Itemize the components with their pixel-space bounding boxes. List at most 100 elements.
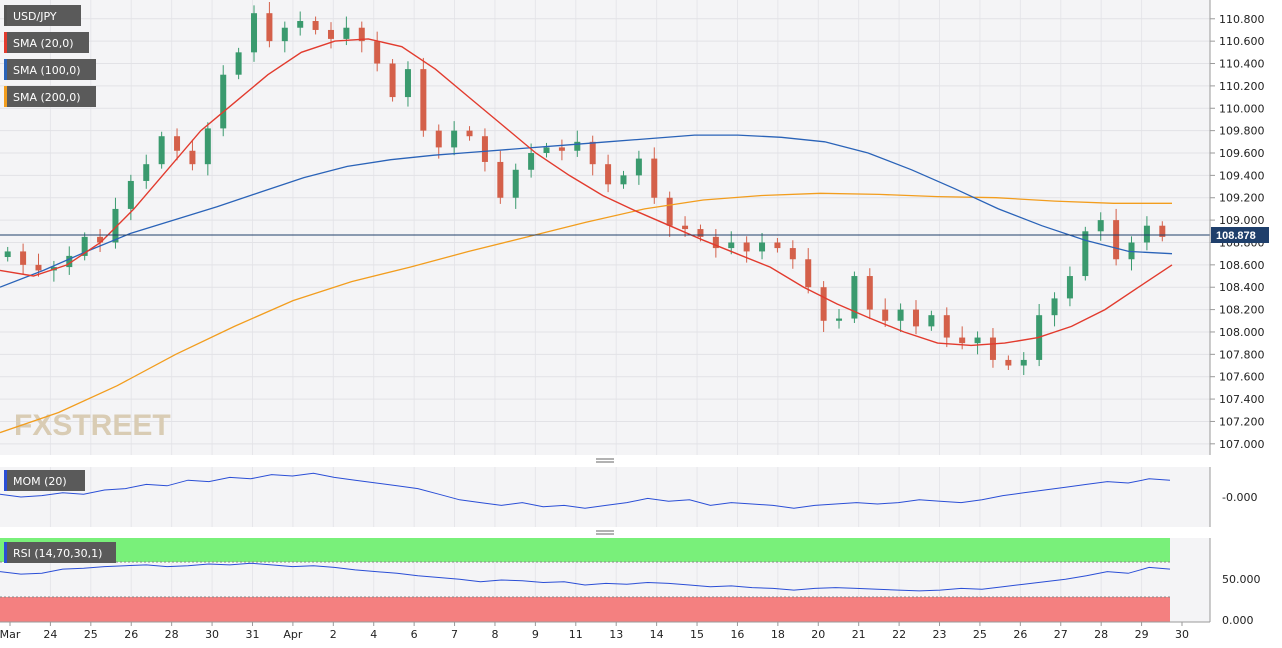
time-tick-label: 26	[124, 628, 138, 641]
price-tick-label: 108.400	[1219, 281, 1265, 294]
candle-body	[420, 69, 427, 131]
sma-100-line	[0, 134, 1173, 288]
candle-body	[943, 315, 950, 338]
candle-body	[836, 318, 843, 321]
candle-body	[1097, 220, 1104, 232]
candle-body	[558, 147, 565, 151]
time-tick-label: 31	[245, 628, 259, 641]
time-tick-label: 24	[43, 628, 57, 641]
pane-divider-2	[0, 527, 1282, 538]
candle-body	[235, 52, 242, 75]
candle-body	[682, 225, 689, 230]
candle-body	[281, 27, 288, 42]
price-tick-label: 110.400	[1219, 58, 1265, 71]
candle-body	[712, 236, 719, 249]
candle-body	[389, 63, 396, 98]
time-tick-label: 30	[1175, 628, 1189, 641]
time-tick-label: 28	[165, 628, 179, 641]
price-tick-label: 107.000	[1219, 438, 1265, 451]
legend-sma-20[interactable]: SMA (20,0)	[4, 32, 89, 53]
time-tick-label: 9	[532, 628, 539, 641]
mom-panel	[0, 467, 1210, 527]
price-tick-label: 107.800	[1219, 348, 1265, 361]
candle-body	[789, 248, 796, 260]
candle-body	[189, 150, 196, 165]
candle-body	[312, 21, 319, 30]
candle-body	[481, 136, 488, 162]
candle-body	[589, 141, 596, 165]
last-price-badge	[1211, 227, 1269, 243]
price-tick-label: 107.200	[1219, 415, 1265, 428]
price-axis-ticks: 110.800 110.600 110.400 110.200 110.000 109.8…	[1210, 13, 1265, 451]
time-tick-label: 4	[370, 628, 377, 641]
candle-body	[574, 141, 581, 151]
candle-body	[451, 130, 458, 148]
time-tick-label: 25	[973, 628, 987, 641]
candle-body	[743, 242, 750, 252]
candle-body	[374, 41, 381, 64]
candle-body	[989, 337, 996, 360]
price-tick-label: 107.400	[1219, 393, 1265, 406]
rsi-oversold-zone	[0, 597, 1170, 622]
time-tick-label: 2	[330, 628, 337, 641]
candle-body	[774, 242, 781, 249]
candle-body	[959, 337, 966, 344]
candle-body	[127, 180, 134, 209]
price-tick-label: 110.200	[1219, 80, 1265, 93]
rsi-overbought-zone	[0, 538, 1170, 562]
time-tick-label: 18	[771, 628, 785, 641]
candle-body	[851, 276, 858, 319]
candle-body	[1020, 359, 1027, 366]
time-tick-label: 14	[650, 628, 664, 641]
time-tick-label: 15	[690, 628, 704, 641]
candle-body	[528, 153, 535, 170]
legend-sma-200-label: SMA (200,0)	[13, 91, 81, 104]
candle-body	[651, 158, 658, 198]
candle-body	[728, 242, 735, 249]
candle-body	[466, 130, 473, 137]
mom-zero-tick: -0.000	[1222, 491, 1257, 504]
pane-resize-handle-1[interactable]	[596, 458, 614, 463]
candle-body	[266, 13, 273, 42]
legend-rsi[interactable]: RSI (14,70,30,1)	[4, 542, 116, 563]
time-tick-label: 29	[1135, 628, 1149, 641]
legend-mom-label: MOM (20)	[13, 475, 67, 488]
price-tick-label: 110.000	[1219, 102, 1265, 115]
candle-body	[1005, 359, 1012, 366]
main-panel	[0, 0, 1210, 455]
candle-body	[174, 136, 181, 151]
candle-body	[343, 27, 350, 39]
legend-sma-200[interactable]: SMA (200,0)	[4, 86, 96, 107]
candle-body	[1113, 220, 1120, 260]
time-tick-label: 28	[1094, 628, 1108, 641]
sma-20-line	[0, 38, 1173, 347]
time-tick-label: 8	[491, 628, 498, 641]
legend-usdjpy[interactable]: USD/JPY	[4, 5, 81, 26]
rsi-0-tick: 0.000	[1222, 614, 1254, 627]
legend-sma-100[interactable]: SMA (100,0)	[4, 59, 96, 80]
rsi-line	[0, 562, 1171, 592]
price-tick-label: 109.000	[1219, 214, 1265, 227]
time-axis-ticks: Mar 24 25 26 28 30 31 Apr 2 4 6 7 8 9 11 13 14 15 16 18 20 21…	[0, 622, 1189, 641]
pane-resize-handle-2[interactable]	[596, 530, 614, 535]
candle-body	[1128, 242, 1135, 260]
time-tick-label: 25	[84, 628, 98, 641]
candle-body	[497, 161, 504, 198]
sma-200-line	[0, 192, 1172, 434]
candle-body	[820, 287, 827, 321]
legend-mom[interactable]: MOM (20)	[4, 470, 85, 491]
legend-usdjpy-label: USD/JPY	[13, 10, 57, 23]
candle-body	[912, 309, 919, 327]
time-tick-label: Mar	[0, 628, 21, 641]
candle-body	[1082, 231, 1089, 277]
candle-body	[1051, 298, 1058, 316]
price-tick-label: 108.200	[1219, 304, 1265, 317]
rsi-50-tick: 50.000	[1222, 573, 1261, 586]
time-tick-label: 27	[1054, 628, 1068, 641]
candle-body	[4, 251, 11, 258]
candle-body	[897, 309, 904, 321]
candle-body	[805, 259, 812, 288]
time-tick-label: 22	[892, 628, 906, 641]
candle-body	[543, 147, 550, 153]
